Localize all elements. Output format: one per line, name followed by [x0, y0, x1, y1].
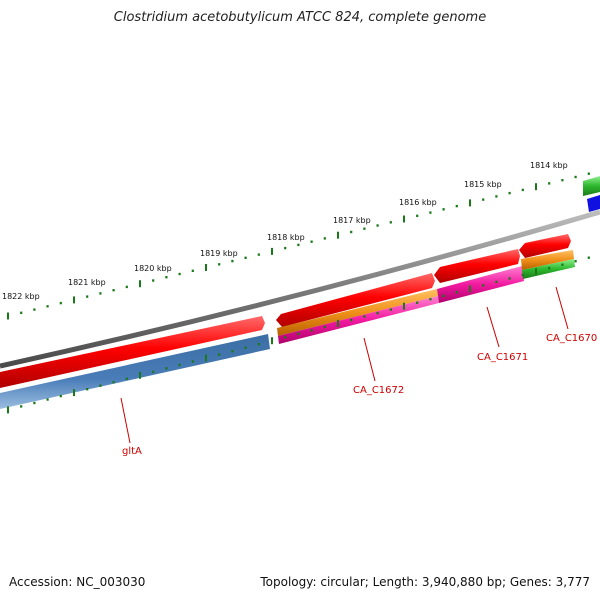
- scale-label-1819: 1819 kbp: [200, 249, 238, 258]
- scale-label-1818: 1818 kbp: [267, 233, 305, 242]
- gene-labels: gltA CA_C1672 CA_C1671 CA_C1670: [122, 333, 597, 457]
- genome-stats-text: Topology: circular; Length: 3,940,880 bp…: [260, 575, 590, 589]
- scale-label-1815: 1815 kbp: [464, 180, 502, 189]
- cog-CA_C1671: [437, 266, 524, 303]
- scale-label-1816: 1816 kbp: [399, 198, 437, 207]
- cog-track: [0, 250, 575, 409]
- gene-label-CA_C1672: CA_C1672: [353, 385, 404, 396]
- scale-label-1817: 1817 kbp: [333, 216, 371, 225]
- scale-label-1821: 1821 kbp: [68, 278, 106, 287]
- outer-ticks: [7, 172, 590, 320]
- accession-text: Accession: NC_003030: [9, 575, 146, 589]
- cds-edge-top: [583, 176, 600, 196]
- label-leaders: [120, 286, 569, 444]
- cog-gltA: [0, 334, 270, 409]
- gene-label-gltA: gltA: [122, 446, 142, 457]
- gene-label-CA_C1671: CA_C1671: [477, 352, 528, 363]
- gene-label-CA_C1670: CA_C1670: [546, 333, 597, 344]
- cog-CA_C1672-pink: [278, 296, 439, 344]
- leader-CA_C1671: [486, 306, 500, 348]
- leader-CA_C1670: [555, 286, 569, 330]
- cog-CA_C1670-orange: [521, 250, 574, 270]
- inner-ticks: [7, 256, 590, 414]
- map-title: Clostridium acetobutylicum ATCC 824, com…: [113, 10, 487, 25]
- cds-gltA: [0, 316, 265, 388]
- genome-backbone: [0, 209, 600, 369]
- cds-CA_C1672: [276, 273, 435, 327]
- scale-label-1820: 1820 kbp: [134, 264, 172, 273]
- cds-track: [0, 176, 600, 388]
- outer-scale: 1814 kbp 1815 kbp 1816 kbp 1817 kbp 1818…: [2, 161, 590, 320]
- cds-edge-blue: [587, 195, 600, 212]
- cog-CA_C1672-orange: [277, 289, 438, 336]
- leader-gltA: [120, 397, 131, 444]
- cds-CA_C1671: [434, 249, 520, 283]
- cds-CA_C1670: [519, 234, 571, 258]
- scale-label-1822: 1822 kbp: [2, 292, 40, 301]
- leader-CA_C1672: [363, 337, 376, 382]
- scale-label-1814: 1814 kbp: [530, 161, 568, 170]
